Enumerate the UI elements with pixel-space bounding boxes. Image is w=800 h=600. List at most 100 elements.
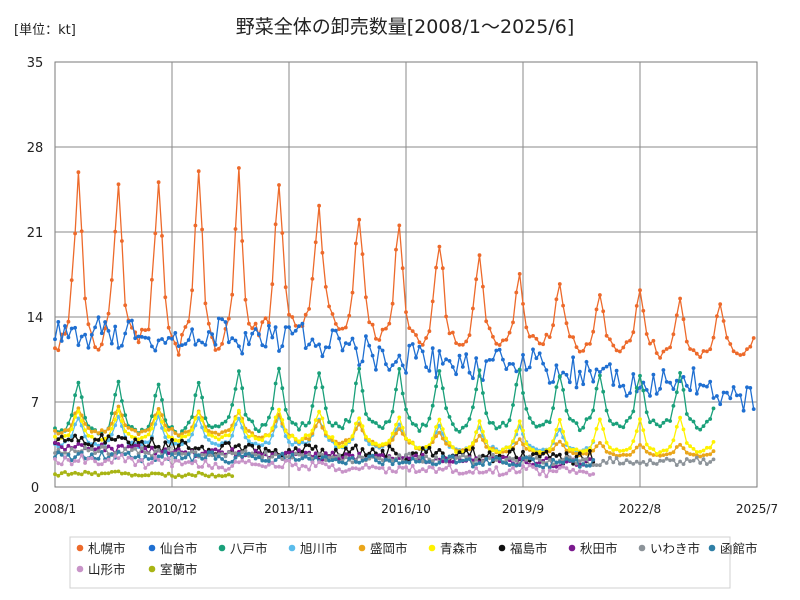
data-point [584,470,589,475]
data-point [354,381,358,386]
data-point [99,450,104,454]
data-point [123,331,128,336]
data-point [76,442,81,446]
data-point [340,348,345,353]
data-point [444,357,448,362]
data-point [504,471,509,476]
data-point [230,459,235,464]
data-point [323,345,328,350]
data-point [397,465,402,469]
data-point [53,346,57,351]
legend-item: 旭川市 [288,541,338,556]
data-point [109,437,114,442]
data-point [588,463,592,468]
data-point [387,444,392,449]
data-point [524,455,529,460]
data-point [216,316,221,321]
data-point [557,452,562,457]
data-point [648,451,652,456]
x-tick-label: 2010/12 [147,502,197,516]
data-point [240,450,245,454]
data-point [116,379,121,384]
data-point [150,445,154,450]
data-point [374,336,378,341]
data-point [668,345,672,350]
legend-label: 仙台市 [160,541,198,556]
data-point [698,454,703,459]
legend-marker [498,544,506,552]
data-point [103,429,107,434]
data-point [283,407,288,412]
data-point [86,448,91,453]
data-point [106,311,111,316]
data-point [481,429,485,434]
data-point [109,470,114,474]
data-point [521,391,525,395]
data-point [427,369,432,373]
data-point [751,407,756,411]
data-point [343,469,348,473]
data-point [460,342,465,347]
data-point [638,385,642,390]
data-point [618,449,622,453]
data-point [126,319,131,324]
data-point [123,429,128,434]
data-point [233,460,238,464]
data-point [56,447,61,452]
data-point [220,317,225,322]
data-point [160,398,164,402]
data-point [387,368,392,372]
data-point [109,341,114,346]
data-point [501,455,505,460]
data-point [109,432,114,437]
data-point [387,419,392,424]
data-point [390,409,395,414]
data-point [267,415,271,420]
legend-item: 室蘭市 [148,562,198,577]
data-point [79,450,84,455]
data-point [437,369,442,373]
data-point [598,417,602,422]
data-point [531,421,535,425]
data-point [210,472,215,477]
data-point [514,290,519,295]
data-point [297,439,301,444]
data-point [601,389,606,394]
data-point [96,438,101,442]
data-point [407,451,412,456]
data-point [644,332,649,336]
data-point [397,422,402,427]
data-point [651,372,656,377]
legend-marker [708,544,716,552]
data-point [491,334,495,339]
data-point [474,430,479,434]
data-point [524,458,529,462]
data-point [474,387,479,392]
data-point [547,458,552,462]
data-point [705,462,709,466]
data-point [501,460,505,465]
data-point [608,455,612,460]
data-point [230,427,235,432]
data-point [247,459,251,463]
data-point [233,387,238,391]
chart-title: 野菜全体の卸売数量[2008/1～2025/6] [236,16,575,38]
data-point [66,472,71,477]
data-point [621,461,626,466]
data-point [471,376,475,381]
data-point [96,431,101,435]
data-point [180,432,184,436]
legend-marker [638,544,646,552]
data-point [414,333,418,337]
data-point [644,388,649,392]
data-point [591,458,596,462]
data-point [400,391,405,396]
data-point [277,183,281,187]
data-point [628,391,632,395]
data-point [69,427,74,431]
data-point [79,395,84,399]
data-point [226,316,231,321]
data-point [126,426,131,430]
data-point [66,437,71,442]
data-point [313,344,318,348]
